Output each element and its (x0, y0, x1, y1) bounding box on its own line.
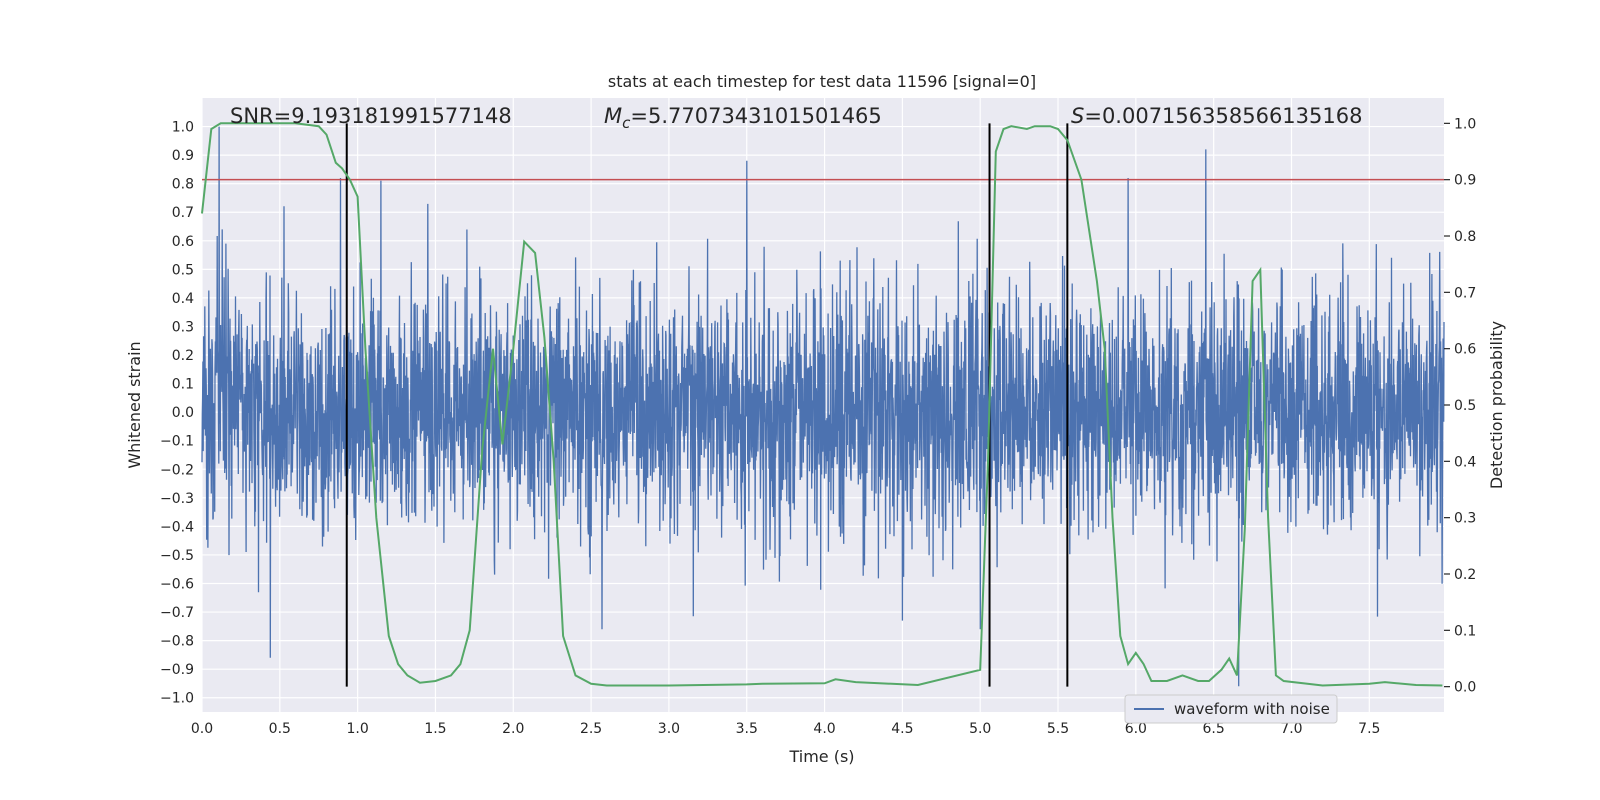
x-ticks: 0.0 0.5 1.0 1.5 2.0 2.5 3.0 3.5 4.0 4.5 5.0 5.5 6.0 6… (191, 721, 1381, 737)
s-annotation: S=0.007156358566135168 (1071, 104, 1362, 128)
waveform-line (201, 126, 1445, 687)
y-tick-label: 0.4 (172, 291, 194, 307)
y2-tick-label: 0.4 (1454, 454, 1476, 470)
y-tick-label: −0.4 (160, 519, 194, 535)
y2-tick-label: 0.9 (1454, 173, 1476, 189)
y-tick-label: 0.2 (172, 348, 194, 364)
x-tick-label: 3.0 (658, 721, 680, 737)
x-tick-label: 1.5 (424, 721, 446, 737)
waveform-series (201, 126, 1445, 687)
x-tick-label: 4.5 (891, 721, 913, 737)
y-tick-label: −1.0 (160, 691, 194, 707)
x-tick-label: 5.5 (1047, 721, 1069, 737)
x-tick-label: 6.5 (1203, 721, 1225, 737)
y-tick-label: 0.6 (172, 234, 194, 250)
y-tick-label: −0.3 (160, 491, 194, 507)
y-tick-label: −0.2 (160, 462, 194, 478)
y-tick-label: −0.9 (160, 662, 194, 678)
y2-tick-label: 0.7 (1454, 285, 1476, 301)
x-tick-label: 1.0 (347, 721, 369, 737)
y-axis-label: Whitened strain (125, 341, 144, 468)
chirp-mass-annotation: Mc=5.7707343101501465 (604, 104, 882, 132)
x-tick-label: 0.0 (191, 721, 213, 737)
y2-ticks: 1.0 0.9 0.8 0.7 0.6 0.5 0.4 0.3 0.2 0.1 0.0 (1444, 116, 1476, 696)
s-symbol: S (1071, 104, 1084, 128)
y2-tick-label: 1.0 (1454, 116, 1476, 132)
x-tick-label: 6.0 (1125, 721, 1147, 737)
y-tick-label: −0.1 (160, 434, 194, 450)
snr-annotation: SNR=9.193181991577148 (230, 104, 512, 128)
y-tick-label: 0.3 (172, 319, 194, 335)
x-tick-label: 0.5 (269, 721, 291, 737)
y2-tick-label: 0.0 (1454, 680, 1476, 696)
y-tick-label: −0.6 (160, 576, 194, 592)
y-tick-label: 0.5 (172, 262, 194, 278)
y-ticks: 1.0 0.9 0.8 0.7 0.6 0.5 0.4 0.3 0.2 0.1 0.0 −0.1 −0.… (160, 120, 194, 707)
chirp-mass-subscript: c (622, 114, 631, 132)
legend-label: waveform with noise (1174, 700, 1330, 718)
legend: waveform with noise (1124, 694, 1338, 724)
y2-tick-label: 0.3 (1454, 511, 1476, 527)
y2-tick-label: 0.5 (1454, 398, 1476, 414)
y2-tick-label: 0.2 (1454, 567, 1476, 583)
y-tick-label: 0.8 (172, 177, 194, 193)
detection-probability-line (201, 122, 1443, 687)
y2-tick-label: 0.1 (1454, 623, 1476, 639)
s-value: =0.007156358566135168 (1084, 104, 1362, 128)
y-tick-label: 0.9 (172, 148, 194, 164)
y2-tick-label: 0.8 (1454, 229, 1476, 245)
chirp-mass-symbol: M (604, 104, 622, 128)
y-tick-label: 1.0 (172, 120, 194, 136)
x-tick-label: 7.0 (1280, 721, 1302, 737)
x-tick-label: 7.5 (1358, 721, 1380, 737)
chirp-mass-value: =5.7707343101501465 (630, 104, 881, 128)
y-tick-label: −0.7 (160, 605, 194, 621)
x-tick-label: 5.0 (969, 721, 991, 737)
y-tick-label: 0.0 (172, 405, 194, 421)
x-tick-label: 3.5 (736, 721, 758, 737)
y2-tick-label: 0.6 (1454, 342, 1476, 358)
y-tick-label: 0.7 (172, 205, 194, 221)
x-tick-label: 2.0 (502, 721, 524, 737)
x-tick-label: 4.0 (813, 721, 835, 737)
y-tick-label: −0.5 (160, 548, 194, 564)
y-tick-label: 0.1 (172, 377, 194, 393)
legend-box (1124, 694, 1338, 724)
x-axis-label: Time (s) (788, 747, 854, 766)
y2-axis-label: Detection probability (1487, 321, 1506, 489)
chart-title: stats at each timestep for test data 115… (608, 72, 1036, 91)
x-tick-label: 2.5 (580, 721, 602, 737)
y-tick-label: −0.8 (160, 634, 194, 650)
